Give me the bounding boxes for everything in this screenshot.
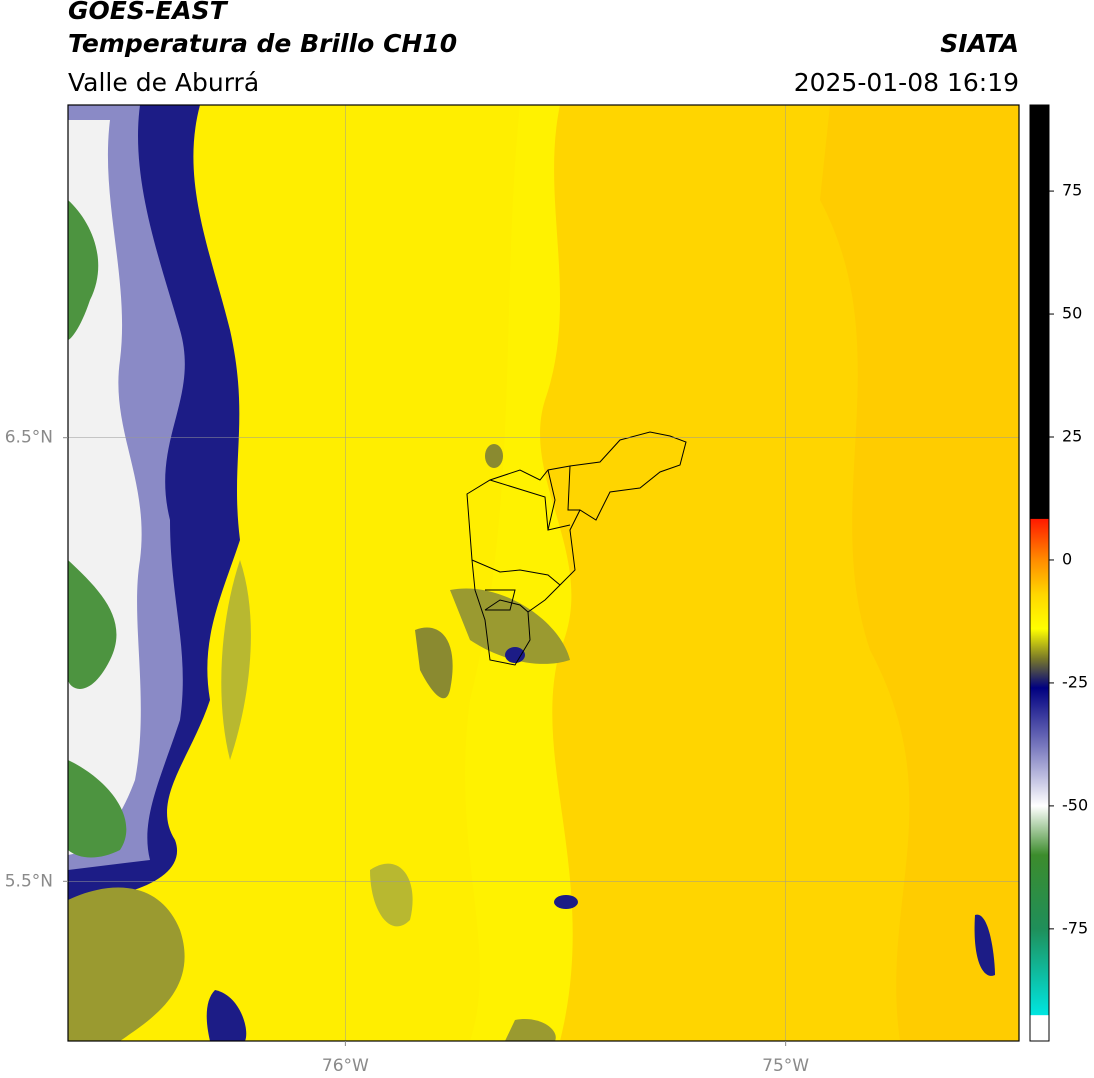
datetime: 2025-01-08 16:19	[794, 68, 1019, 97]
title: GOES-EAST	[68, 0, 229, 25]
colorbar-tick-label: 25	[1062, 427, 1082, 446]
colorbar-tick-label: -50	[1062, 795, 1088, 814]
y-tick-label: 6.5°N	[5, 428, 53, 448]
y-tick-label: 5.5°N	[5, 871, 53, 891]
municipal-boundaries	[466, 431, 687, 666]
x-tick-label: 75°W	[762, 1056, 809, 1076]
colorbar-tick-label: 75	[1062, 181, 1082, 200]
region: Valle de Aburrá	[68, 68, 259, 97]
x-tick-label: 76°W	[322, 1056, 369, 1076]
graticule	[68, 105, 1019, 1041]
brightness-field	[68, 105, 1019, 1041]
colorbar-tick-label: 50	[1062, 304, 1082, 323]
colorbar-tick-label: -75	[1062, 918, 1088, 937]
map-frame	[67, 104, 1020, 1042]
source: SIATA	[940, 29, 1019, 58]
colorbar	[1029, 104, 1050, 1042]
subtitle: Temperatura de Brillo CH10	[68, 29, 457, 58]
colorbar-tick-label: -25	[1062, 672, 1088, 691]
colorbar-tick-label: 0	[1062, 549, 1072, 568]
